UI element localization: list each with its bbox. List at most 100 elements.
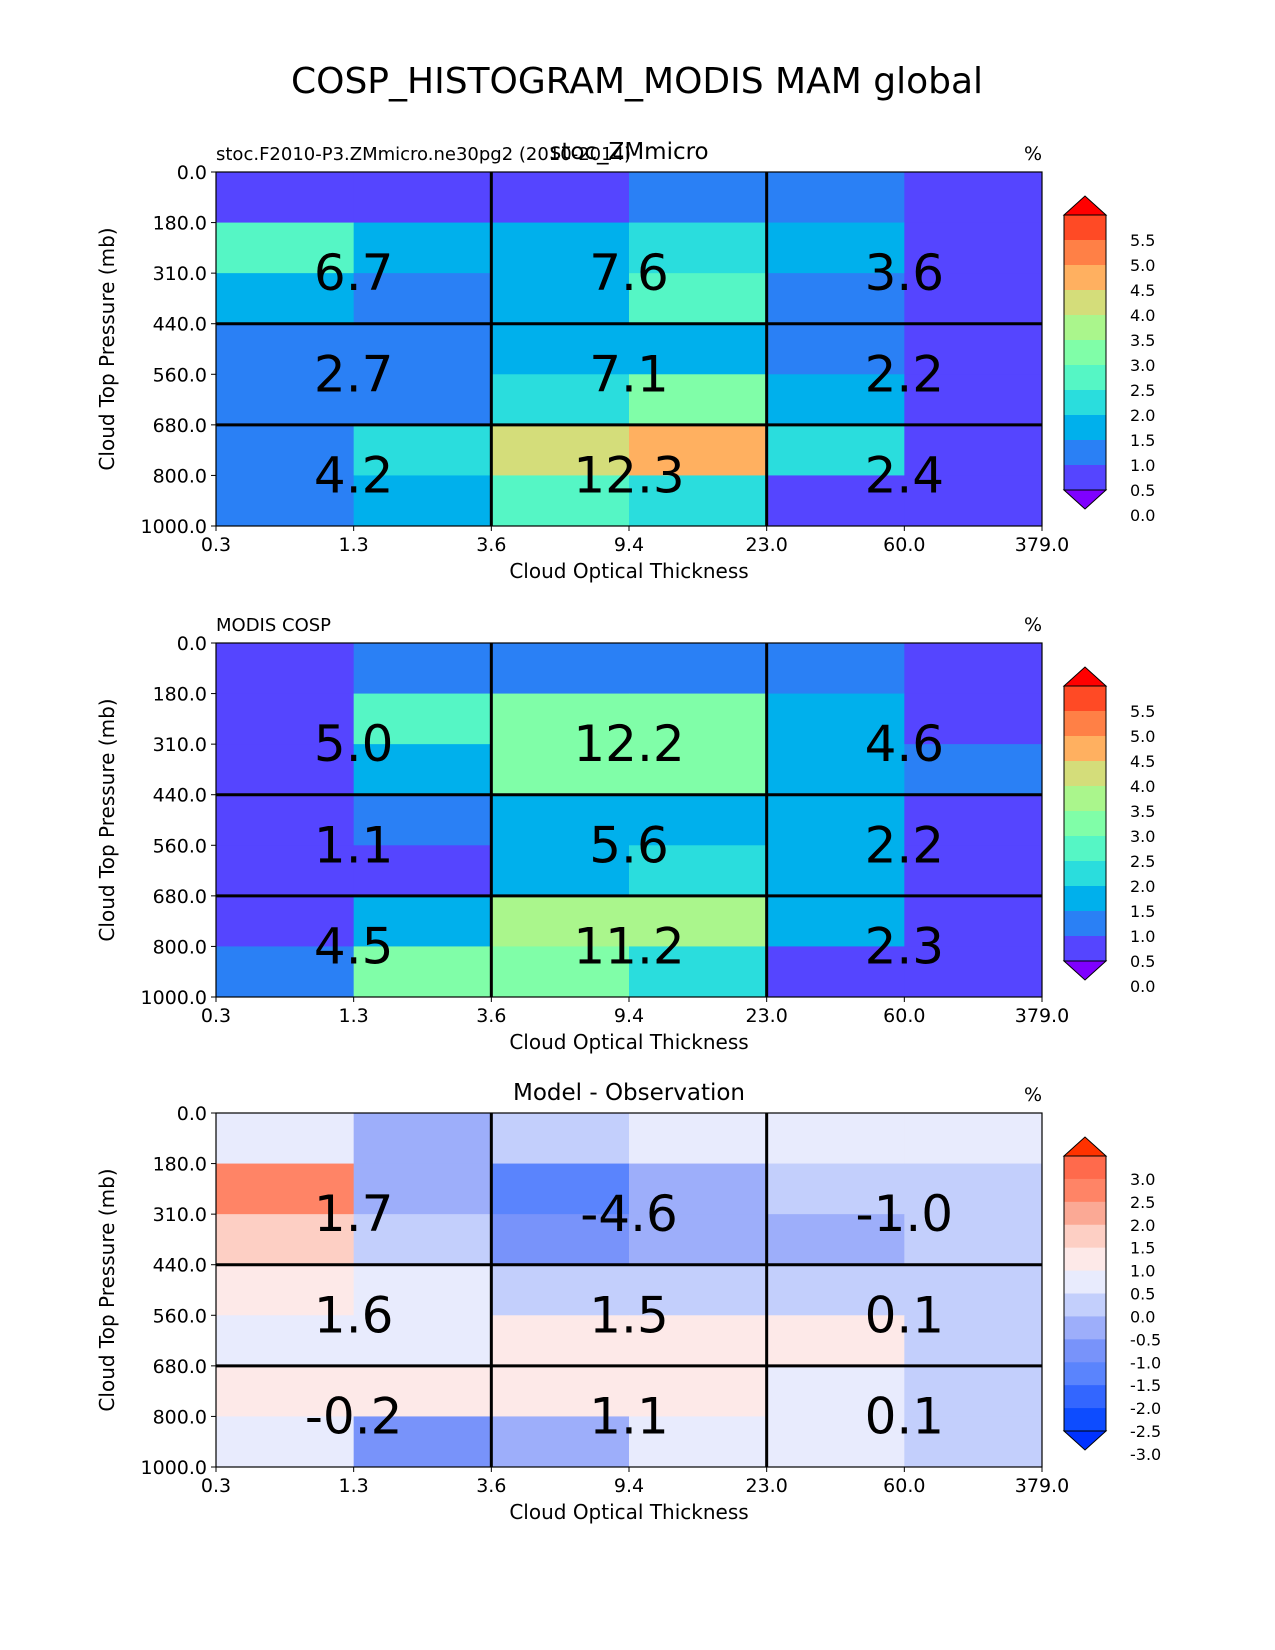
- box-total-label: -4.6: [580, 1185, 678, 1243]
- heatmap-cell: [904, 845, 1043, 897]
- y-tick-label: 180.0: [153, 1154, 207, 1176]
- heatmap-cell: [353, 374, 492, 426]
- x-tick-label: 0.3: [201, 534, 231, 556]
- heatmap-cell: [216, 946, 355, 998]
- heatmap-cell: [629, 475, 768, 527]
- heatmap-cell: [766, 693, 905, 745]
- colorbar-tick-label: 0.5: [1130, 952, 1155, 971]
- heatmap-cell: [629, 424, 768, 476]
- x-tick-label: 379.0: [1015, 1005, 1069, 1027]
- heatmap-cell: [904, 424, 1043, 476]
- panel-units: %: [1024, 1084, 1042, 1106]
- heatmap-panel-3: 1.7 -4.6 -1.0 1.6 1.5 0.1 -0.2 1.1 0.1 0.3 1.3 3.6 9…: [95, 1080, 1161, 1524]
- heatmap-cell: [216, 1163, 355, 1215]
- box-total-label: 1.1: [589, 1387, 669, 1445]
- x-tick-label: 379.0: [1015, 534, 1069, 556]
- y-tick-label: 440.0: [153, 785, 207, 807]
- x-tick-label: 3.6: [476, 534, 506, 556]
- heatmap-cell: [353, 1214, 492, 1266]
- y-tick-label: 680.0: [153, 1356, 207, 1378]
- heatmap-cell: [216, 744, 355, 796]
- box-total-label: -0.2: [305, 1387, 403, 1445]
- box-total-label: 7.1: [589, 345, 669, 403]
- y-tick-label: 310.0: [153, 734, 207, 756]
- colorbar-segment: [1064, 1224, 1106, 1249]
- colorbar-segment: [1064, 886, 1106, 912]
- colorbar: 5.5 5.0 4.5 4.0 3.5 3.0 2.5 2.0 1.5 1.0 0.5 0.0: [1062, 195, 1155, 525]
- colorbar-segment: [1064, 1339, 1106, 1363]
- y-tick-label: 1000.0: [141, 516, 207, 538]
- heatmap-cell: [629, 1214, 768, 1266]
- y-tick-label: 310.0: [153, 1204, 207, 1226]
- colorbar-segment: [1064, 936, 1106, 962]
- y-tick-label: 0.0: [177, 633, 207, 655]
- heatmap-cell: [491, 1315, 630, 1367]
- colorbar-tick-label: 0.0: [1130, 506, 1155, 525]
- heatmap-cell: [491, 845, 630, 897]
- heatmap-cell: [904, 1214, 1043, 1266]
- y-tick-label: 680.0: [153, 886, 207, 908]
- panel-title: Model - Observation: [513, 1080, 745, 1106]
- heatmap-cell: [353, 794, 492, 846]
- x-axis-label: Cloud Optical Thickness: [509, 1030, 748, 1054]
- heatmap-cell: [491, 1113, 630, 1165]
- colorbar: 5.5 5.0 4.5 4.0 3.5 3.0 2.5 2.0 1.5 1.0 0.5 0.0: [1062, 666, 1155, 996]
- heatmap-panel-2: 5.0 12.2 4.6 1.1 5.6 2.2 4.5 11.2 2.3 0.3 1.3 3.6 9.…: [95, 614, 1155, 1054]
- heatmap-cell: [491, 643, 630, 695]
- colorbar-segment: [1064, 1408, 1106, 1432]
- colorbar-tick-label: 4.0: [1130, 777, 1155, 796]
- x-tick-label: 0.3: [201, 1475, 231, 1497]
- colorbar-segment: [1064, 711, 1106, 737]
- colorbar-tick-label: 2.5: [1130, 1193, 1155, 1212]
- heatmap-cell: [216, 1365, 355, 1417]
- heatmap-cell: [766, 1365, 905, 1417]
- heatmap-cell: [766, 946, 905, 998]
- heatmap-cell: [216, 643, 355, 695]
- colorbar-tick-label: 5.0: [1130, 256, 1155, 275]
- heatmap-cell: [904, 222, 1043, 274]
- heatmap-cell: [629, 172, 768, 224]
- y-axis-label: Cloud Top Pressure (mb): [95, 698, 119, 941]
- heatmap-cell: [491, 1365, 630, 1417]
- y-axis-label: Cloud Top Pressure (mb): [95, 227, 119, 470]
- heatmap-cell: [629, 643, 768, 695]
- box-total-label: -1.0: [856, 1185, 954, 1243]
- colorbar-segment: [1064, 1178, 1106, 1203]
- colorbar-segment: [1064, 1362, 1106, 1386]
- colorbar-segment: [1064, 1270, 1106, 1294]
- heatmap-cell: [216, 895, 355, 947]
- colorbar-segment: [1064, 215, 1106, 241]
- y-tick-label: 800.0: [153, 1406, 207, 1428]
- panel-units: %: [1024, 143, 1042, 165]
- panels: 6.7 7.6 3.6 2.7 7.1 2.2 4.2 12.3 2.4 0.3 1.3 3.6 9.4…: [95, 139, 1161, 1524]
- y-tick-label: 310.0: [153, 263, 207, 285]
- x-axis-label: Cloud Optical Thickness: [509, 1500, 748, 1524]
- heatmap-cell: [353, 475, 492, 527]
- colorbar-tick-label: -0.5: [1130, 1330, 1161, 1349]
- y-axis-label: Cloud Top Pressure (mb): [95, 1168, 119, 1411]
- heatmap-cell: [904, 744, 1043, 796]
- heatmap-cell: [766, 222, 905, 274]
- x-tick-label: 23.0: [746, 1475, 788, 1497]
- x-tick-label: 379.0: [1015, 1475, 1069, 1497]
- heatmap-cell: [904, 172, 1043, 224]
- heatmap-cell: [216, 323, 355, 375]
- box-total-label: 4.6: [865, 715, 945, 773]
- heatmap-cell: [216, 424, 355, 476]
- x-axis-label: Cloud Optical Thickness: [509, 559, 748, 583]
- colorbar-segment: [1064, 786, 1106, 812]
- heatmap-cell: [629, 1416, 768, 1468]
- figure-title: COSP_HISTOGRAM_MODIS MAM global: [291, 61, 983, 102]
- box-total-label: 2.4: [865, 446, 945, 504]
- panel-left-title: MODIS COSP: [216, 615, 331, 636]
- x-tick-label: 3.6: [476, 1475, 506, 1497]
- colorbar-tick-label: -1.5: [1130, 1376, 1161, 1395]
- colorbar-segment: [1064, 1156, 1106, 1180]
- heatmap-cell: [904, 794, 1043, 846]
- heatmap-cell: [216, 1315, 355, 1367]
- heatmap-cell: [629, 273, 768, 325]
- heatmap-cell: [353, 946, 492, 998]
- heatmap-cell: [353, 1264, 492, 1316]
- colorbar-segment: [1064, 1293, 1106, 1317]
